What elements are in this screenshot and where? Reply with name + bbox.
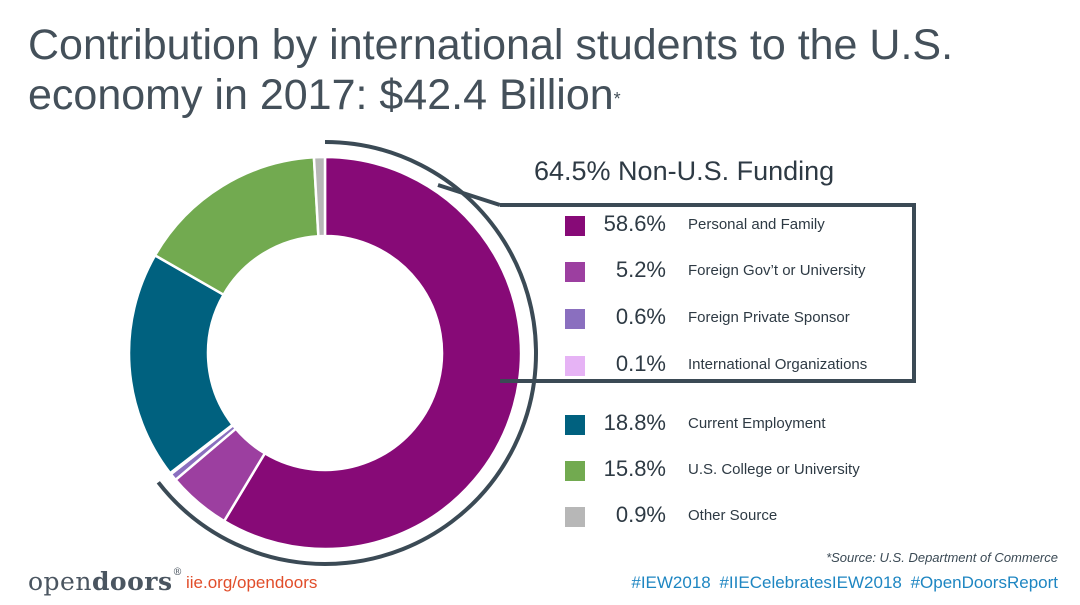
logo-bold-text: doors (91, 567, 173, 596)
legend-swatch (565, 461, 585, 481)
source-note: *Source: U.S. Department of Commerce (826, 550, 1058, 565)
legend-percent: 58.6% (603, 211, 666, 236)
legend-percent: 15.8% (603, 456, 666, 481)
bracket-connector (437, 183, 501, 207)
legend-label: International Organizations (688, 356, 868, 373)
title-text: Contribution by international students t… (28, 21, 954, 119)
legend-swatch (565, 415, 585, 435)
legend-percent: 0.1% (615, 351, 666, 376)
opendoors-logo: opendoors® (28, 567, 183, 596)
title-footnote-mark: * (613, 89, 621, 109)
non-us-funding-heading: 64.5% Non-U.S. Funding (534, 156, 835, 186)
donut-slice-0 (222, 155, 523, 551)
donut-slice-6 (312, 155, 327, 238)
logo-registered-mark: ® (172, 567, 184, 578)
non-us-funding-bracket (500, 203, 916, 383)
legend-label: Current Employment (688, 415, 826, 432)
legend-percent: 5.2% (615, 257, 666, 282)
legend-label: Other Source (688, 507, 778, 524)
legend-swatch (565, 356, 585, 376)
legend-swatch (565, 309, 585, 329)
legend-swatch (565, 507, 585, 527)
hashtags: #IEW2018 #IIECelebratesIEW2018 #OpenDoor… (631, 573, 1058, 592)
legend-swatch (565, 216, 585, 236)
site-link[interactable]: iie.org/opendoors (186, 573, 318, 592)
legend-percent: 0.9% (615, 502, 666, 527)
legend-percent: 18.8% (603, 410, 666, 435)
legend-label: U.S. College or University (688, 461, 860, 478)
page-title: Contribution by international students t… (28, 20, 1028, 120)
legend-label: Personal and Family (688, 216, 825, 233)
legend-swatch (565, 262, 585, 282)
non-us-funding-arc (156, 140, 538, 566)
logo-light-text: open (28, 567, 92, 596)
legend-percent: 0.6% (615, 304, 666, 329)
legend-label: Foreign Gov’t or University (688, 262, 866, 279)
legend-label: Foreign Private Sponsor (688, 309, 850, 326)
